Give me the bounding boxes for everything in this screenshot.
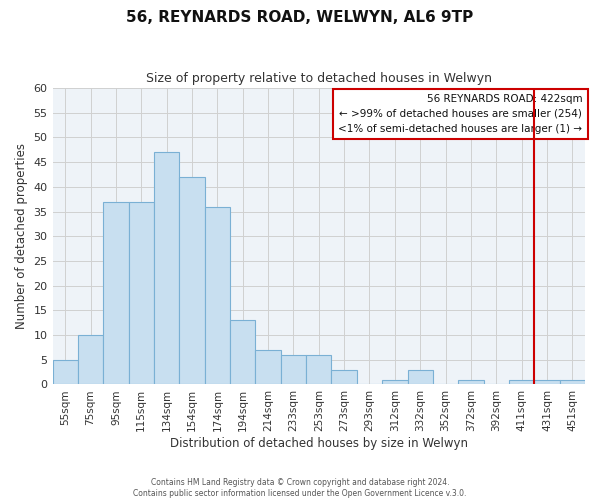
X-axis label: Distribution of detached houses by size in Welwyn: Distribution of detached houses by size … (170, 437, 468, 450)
Text: Contains HM Land Registry data © Crown copyright and database right 2024.
Contai: Contains HM Land Registry data © Crown c… (133, 478, 467, 498)
Bar (382, 380, 407, 384)
Bar (458, 380, 484, 384)
Bar (407, 370, 433, 384)
Bar (281, 355, 306, 384)
Bar (509, 380, 534, 384)
Bar (128, 202, 154, 384)
Text: 56, REYNARDS ROAD, WELWYN, AL6 9TP: 56, REYNARDS ROAD, WELWYN, AL6 9TP (127, 10, 473, 25)
Bar (534, 380, 560, 384)
Bar (306, 355, 331, 384)
Bar (205, 206, 230, 384)
Bar (256, 350, 281, 384)
Bar (179, 177, 205, 384)
Y-axis label: Number of detached properties: Number of detached properties (15, 144, 28, 330)
Bar (154, 152, 179, 384)
Bar (331, 370, 357, 384)
Bar (230, 320, 256, 384)
Title: Size of property relative to detached houses in Welwyn: Size of property relative to detached ho… (146, 72, 492, 86)
Bar (53, 360, 78, 384)
Bar (78, 335, 103, 384)
Bar (560, 380, 585, 384)
Bar (103, 202, 128, 384)
Text: 56 REYNARDS ROAD: 422sqm
← >99% of detached houses are smaller (254)
<1% of semi: 56 REYNARDS ROAD: 422sqm ← >99% of detac… (338, 94, 583, 134)
